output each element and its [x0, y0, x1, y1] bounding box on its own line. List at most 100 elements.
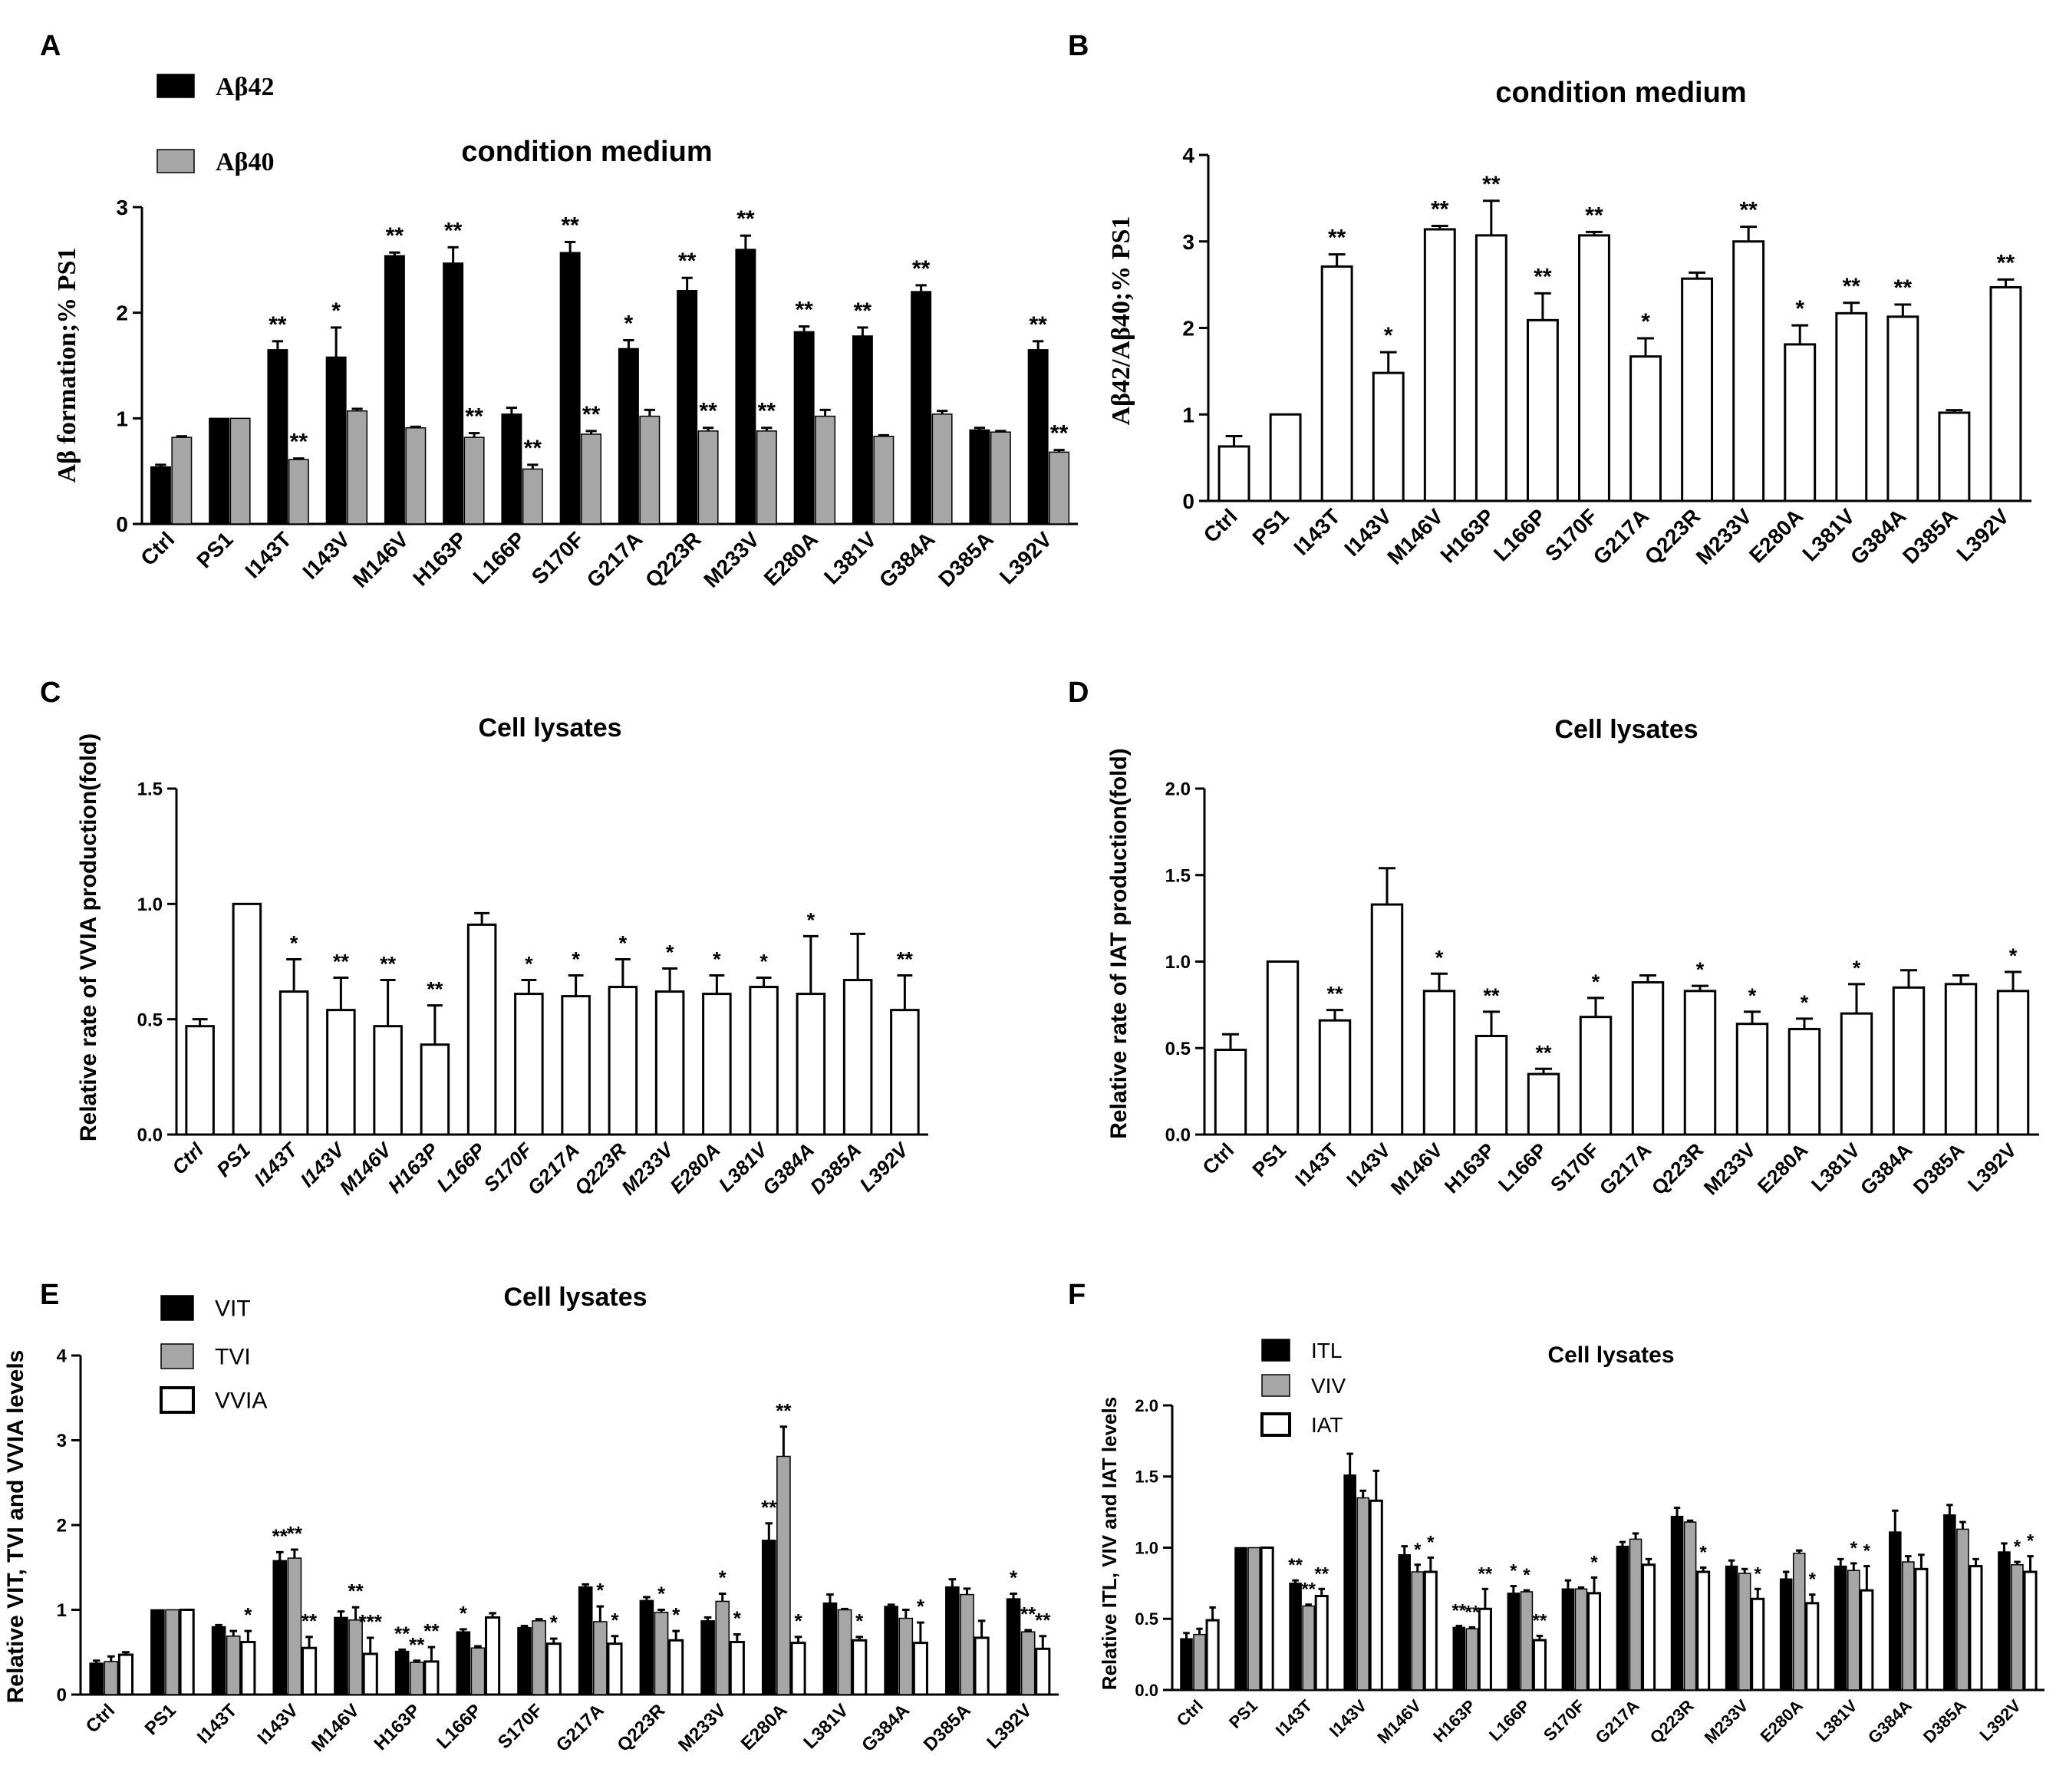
bar: [185, 1025, 215, 1136]
legend-swatch: [157, 149, 195, 173]
y-tick-label: 2: [116, 301, 128, 325]
x-tick-label: M233V: [1701, 1696, 1752, 1748]
bar: [456, 1631, 471, 1695]
bar: [1217, 445, 1250, 502]
significance-label: **: [524, 436, 542, 461]
bar: [517, 1626, 532, 1695]
bar: [697, 430, 719, 525]
bar: [607, 1642, 623, 1696]
significance-label: *: [290, 931, 298, 954]
y-axis-label: Relative rate of IAT production(fold): [1106, 748, 1132, 1138]
significance-label: *: [666, 941, 674, 964]
x-tick-label: L392V: [983, 1700, 1036, 1753]
y-tick-label: 1.0: [1165, 952, 1191, 973]
legend-swatch: [1260, 1412, 1291, 1437]
bar: [1260, 1547, 1274, 1692]
x-tick-label: G384A: [875, 527, 940, 592]
y-tick-label: 0: [1182, 489, 1194, 513]
bar: [1356, 1497, 1369, 1691]
x-tick-label: PS1: [212, 1138, 255, 1181]
significance-label: *: [244, 1603, 252, 1626]
bar: [2011, 1564, 2024, 1691]
bar: [890, 1009, 920, 1136]
y-tick-label: 1: [1182, 403, 1194, 427]
y-axis-label: Relative rate of VVIA production(fold): [76, 733, 101, 1141]
legend-swatch: [160, 1295, 194, 1321]
bar: [1193, 1633, 1206, 1691]
bar: [1784, 343, 1817, 502]
x-tick-label: S170F: [494, 1700, 547, 1753]
bar: [702, 993, 732, 1136]
significance-label: **: [1050, 421, 1069, 446]
x-tick-label: Ctrl: [1199, 504, 1242, 547]
bar: [884, 1606, 898, 1695]
x-tick-label: G217A: [552, 1700, 608, 1756]
bar: [1847, 1570, 1860, 1691]
bar: [1642, 1563, 1656, 1692]
significance-label: **: [1843, 274, 1861, 299]
bar: [1629, 355, 1662, 502]
bar: [1683, 990, 1717, 1136]
significance-label: **: [444, 218, 463, 243]
legend-label: TVI: [215, 1345, 251, 1370]
bar: [911, 291, 932, 525]
bar: [420, 1043, 450, 1136]
bar: [373, 1025, 403, 1136]
x-tick-label: G217A: [1595, 1138, 1656, 1200]
bar: [1969, 1565, 1983, 1692]
bar: [1526, 318, 1559, 502]
x-tick-label: L381V: [799, 1700, 852, 1753]
bar: [793, 331, 815, 525]
bar: [1520, 1591, 1534, 1691]
y-tick-label: 0.5: [137, 1010, 163, 1030]
x-tick-label: H163P: [1440, 1138, 1499, 1197]
bar: [150, 1609, 165, 1695]
significance-label: **: [423, 1619, 440, 1642]
x-tick-label: L166P: [1489, 504, 1550, 565]
significance-label: **: [776, 1399, 792, 1422]
panel-label: F: [1068, 1279, 1086, 1311]
bar: [466, 923, 497, 1136]
significance-label: *: [657, 1583, 666, 1606]
bar: [104, 1661, 119, 1695]
significance-label: *: [733, 1607, 742, 1630]
bar: [1527, 1072, 1560, 1136]
significance-label: *: [1809, 1570, 1817, 1590]
bar: [209, 417, 230, 525]
bar: [1398, 1554, 1412, 1691]
y-axis-label: Aβ42/Aβ40;% PS1: [1107, 216, 1135, 426]
panel-label: A: [40, 30, 61, 62]
legend-swatch: [160, 1343, 194, 1369]
significance-label: *: [550, 1611, 558, 1634]
bar: [1372, 371, 1405, 502]
bar: [1579, 1016, 1613, 1136]
x-tick-label: H163P: [1436, 504, 1499, 567]
y-tick-label: 3: [116, 196, 128, 219]
bar: [1474, 234, 1507, 502]
bar: [1035, 1647, 1051, 1696]
chart-title: Cell lysates: [1554, 715, 1698, 744]
bar: [229, 417, 251, 525]
x-tick-label: L392V: [1952, 504, 2013, 565]
y-tick-label: 1.5: [1135, 1468, 1158, 1487]
x-tick-label: PS1: [1247, 1138, 1290, 1181]
x-tick-label: Ctrl: [1198, 1138, 1238, 1179]
x-tick-label: E280A: [665, 1138, 724, 1197]
bar: [1998, 1551, 2011, 1691]
significance-label: *: [611, 1609, 619, 1632]
bar: [405, 427, 427, 525]
x-tick-label: Ctrl: [82, 1700, 119, 1737]
significance-label: **: [678, 249, 697, 274]
y-axis-label: Aβ formation;% PS1: [53, 248, 81, 483]
y-tick-label: 0.5: [1165, 1039, 1191, 1059]
bar: [1269, 413, 1302, 502]
bar: [165, 1609, 180, 1695]
x-tick-label: Ctrl: [136, 527, 179, 570]
x-tick-label: PS1: [192, 527, 237, 572]
significance-label: **: [465, 404, 483, 430]
significance-label: *: [1510, 1561, 1517, 1582]
bar: [326, 1009, 356, 1136]
bar: [931, 413, 953, 525]
chart-title: Cell lysates: [503, 1283, 647, 1312]
